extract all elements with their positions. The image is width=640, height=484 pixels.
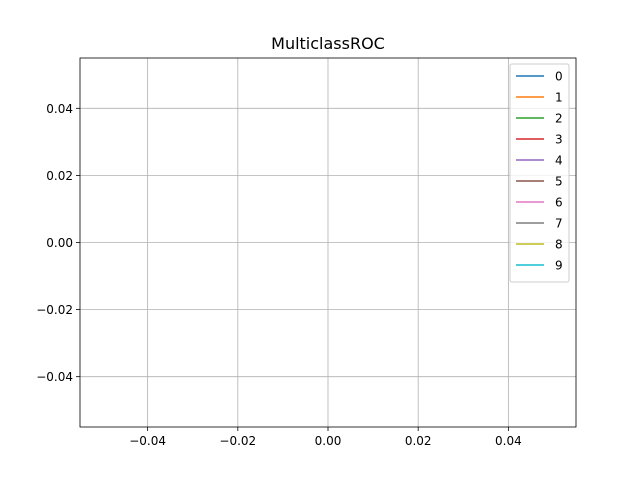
x-tick-label-1: −0.02	[219, 434, 256, 448]
x-tick-label-0: −0.04	[129, 434, 166, 448]
y-tick-label-4: 0.04	[46, 102, 73, 116]
legend-label-1: 1	[555, 91, 563, 105]
legend-label-2: 2	[555, 112, 563, 126]
legend: 0 1 2 3 4 5 6 7 8 9	[509, 63, 570, 283]
x-tick-label-2: 0.00	[315, 434, 342, 448]
x-tick-label-4: 0.04	[495, 434, 522, 448]
legend-label-6: 6	[555, 196, 563, 210]
legend-label-7: 7	[555, 217, 563, 231]
y-tick-label-1: −0.02	[36, 303, 73, 317]
grid-layer	[80, 58, 576, 427]
chart-title: MulticlassROC	[271, 34, 385, 53]
x-tick-label-3: 0.02	[405, 434, 432, 448]
legend-label-0: 0	[555, 70, 563, 84]
y-tick-label-2: 0.00	[46, 236, 73, 250]
y-tick-label-0: −0.04	[36, 370, 73, 384]
axes-layer: −0.04 −0.02 0.00 0.02 0.04 −0.04 −0.02 0.00 0.02…	[36, 57, 577, 448]
legend-label-5: 5	[555, 175, 563, 189]
legend-label-3: 3	[555, 133, 563, 147]
legend-label-4: 4	[555, 154, 563, 168]
legend-label-9: 9	[555, 259, 563, 273]
y-tick-label-3: 0.02	[46, 169, 73, 183]
legend-label-8: 8	[555, 238, 563, 252]
